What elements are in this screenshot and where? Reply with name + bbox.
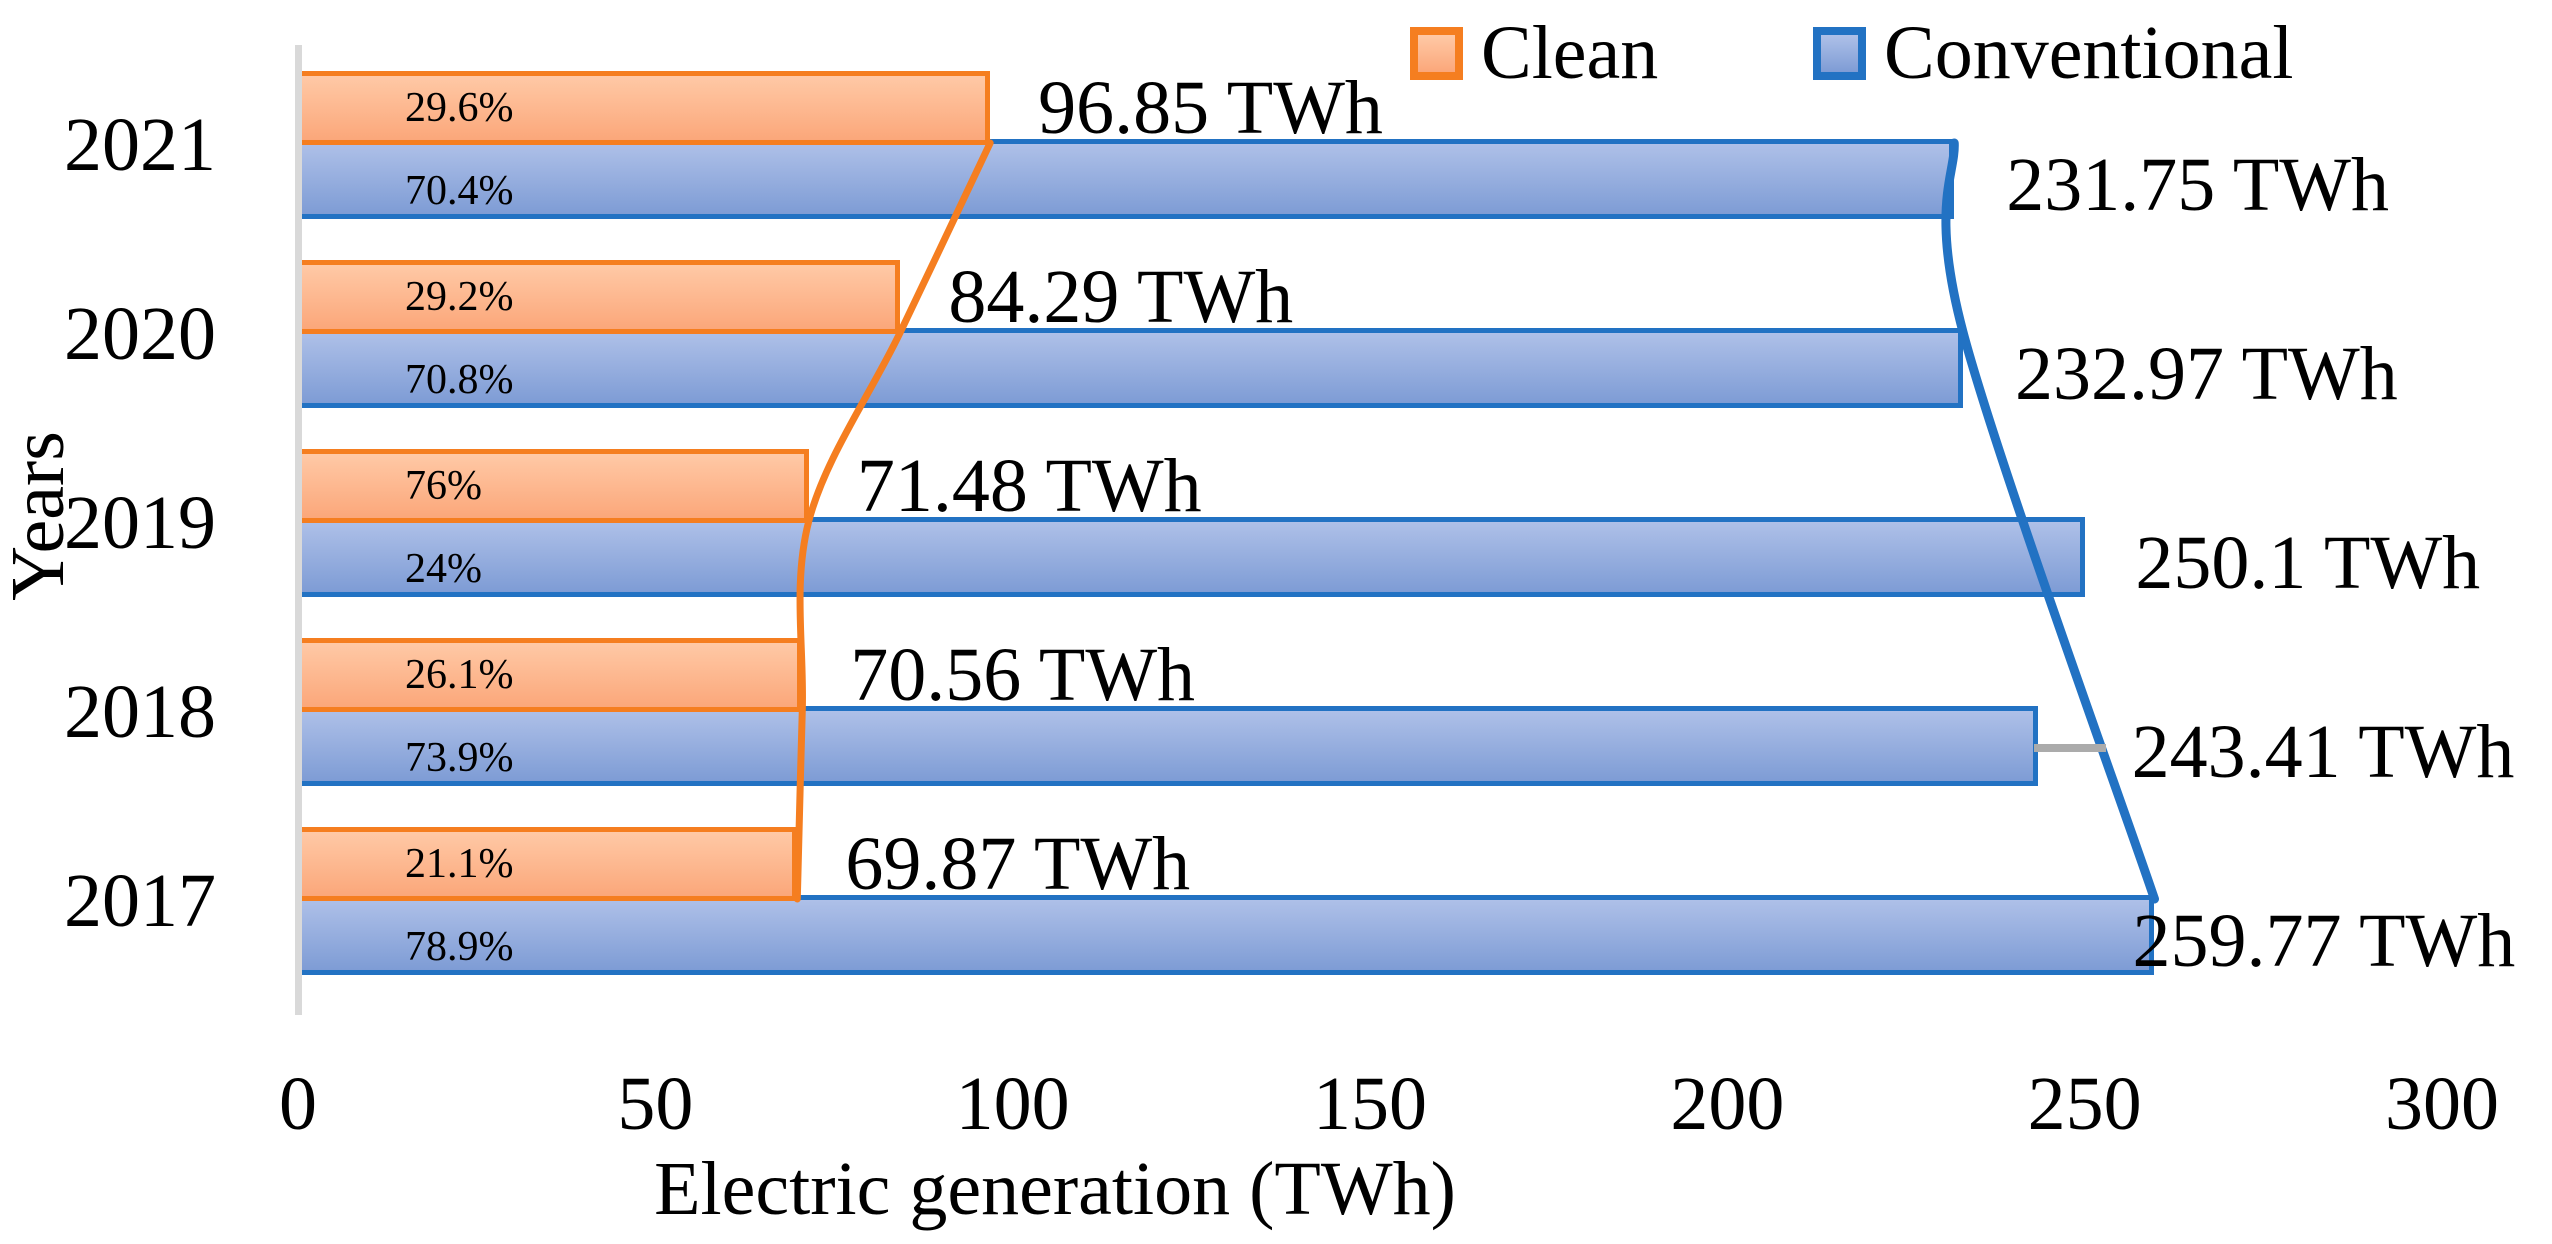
y-axis-line	[295, 45, 302, 1015]
year-label-2021: 2021	[64, 103, 216, 187]
x-tick-100: 100	[955, 1062, 1070, 1146]
clean-percent-label: 29.6%	[405, 85, 514, 131]
bar-clean-2021	[302, 71, 991, 145]
clean-value-label: 69.87 TWh	[845, 822, 1191, 906]
bar-clean-2019	[302, 449, 809, 523]
bar-clean-2017	[302, 827, 798, 901]
conventional-value-label: 259.77 TWh	[2132, 899, 2516, 983]
bar-conventional-2020	[302, 328, 1963, 408]
bar-clean-2020	[302, 260, 901, 334]
bar-conventional-2019	[302, 517, 2086, 597]
year-label-2020: 2020	[64, 292, 216, 376]
bar-conventional-2017	[302, 895, 2155, 975]
conventional-percent-label: 78.9%	[405, 924, 514, 970]
clean-percent-label: 76%	[405, 463, 482, 509]
x-tick-250: 250	[2027, 1062, 2142, 1146]
bar-conventional-2021	[302, 139, 1955, 219]
bar-clean-2018	[302, 638, 803, 712]
conventional-percent-label: 24%	[405, 546, 482, 592]
x-tick-50: 50	[617, 1062, 694, 1146]
legend-item-clean: Clean	[1410, 0, 1658, 106]
conventional-swatch-icon	[1813, 26, 1866, 80]
x-tick-0: 0	[279, 1062, 317, 1146]
x-axis-title: Electric generation (TWh)	[654, 1147, 1456, 1231]
clean-percent-label: 26.1%	[405, 652, 514, 698]
bar-conventional-2018	[302, 706, 2038, 786]
year-label-2018: 2018	[64, 670, 216, 754]
clean-value-label: 70.56 TWh	[850, 633, 1196, 717]
conventional-value-label: 232.97 TWh	[2014, 332, 2398, 416]
conventional-value-label: 250.1 TWh	[2135, 521, 2481, 605]
clean-percent-label: 21.1%	[405, 841, 514, 887]
legend-label-clean: Clean	[1481, 11, 1659, 95]
conventional-value-label: 231.75 TWh	[2006, 143, 2390, 227]
legend-item-conventional: Conventional	[1813, 0, 2294, 106]
x-tick-300: 300	[2385, 1062, 2499, 1146]
x-tick-150: 150	[1313, 1062, 1427, 1146]
clean-value-label: 71.48 TWh	[856, 444, 1202, 528]
conventional-value-label: 243.41 TWh	[2131, 710, 2515, 794]
clean-percent-label: 29.2%	[405, 274, 514, 320]
conventional-percent-label: 70.4%	[405, 168, 514, 214]
clean-value-label: 96.85 TWh	[1038, 66, 1383, 150]
conventional-percent-label: 70.8%	[405, 357, 514, 403]
legend-label-conventional: Conventional	[1884, 11, 2294, 95]
year-label-2017: 2017	[64, 859, 216, 943]
clean-swatch-icon	[1410, 26, 1463, 80]
clean-value-label: 84.29 TWh	[948, 255, 1294, 339]
x-tick-200: 200	[1670, 1062, 1785, 1146]
year-label-2019: 2019	[64, 481, 216, 565]
conventional-percent-label: 73.9%	[405, 735, 514, 781]
